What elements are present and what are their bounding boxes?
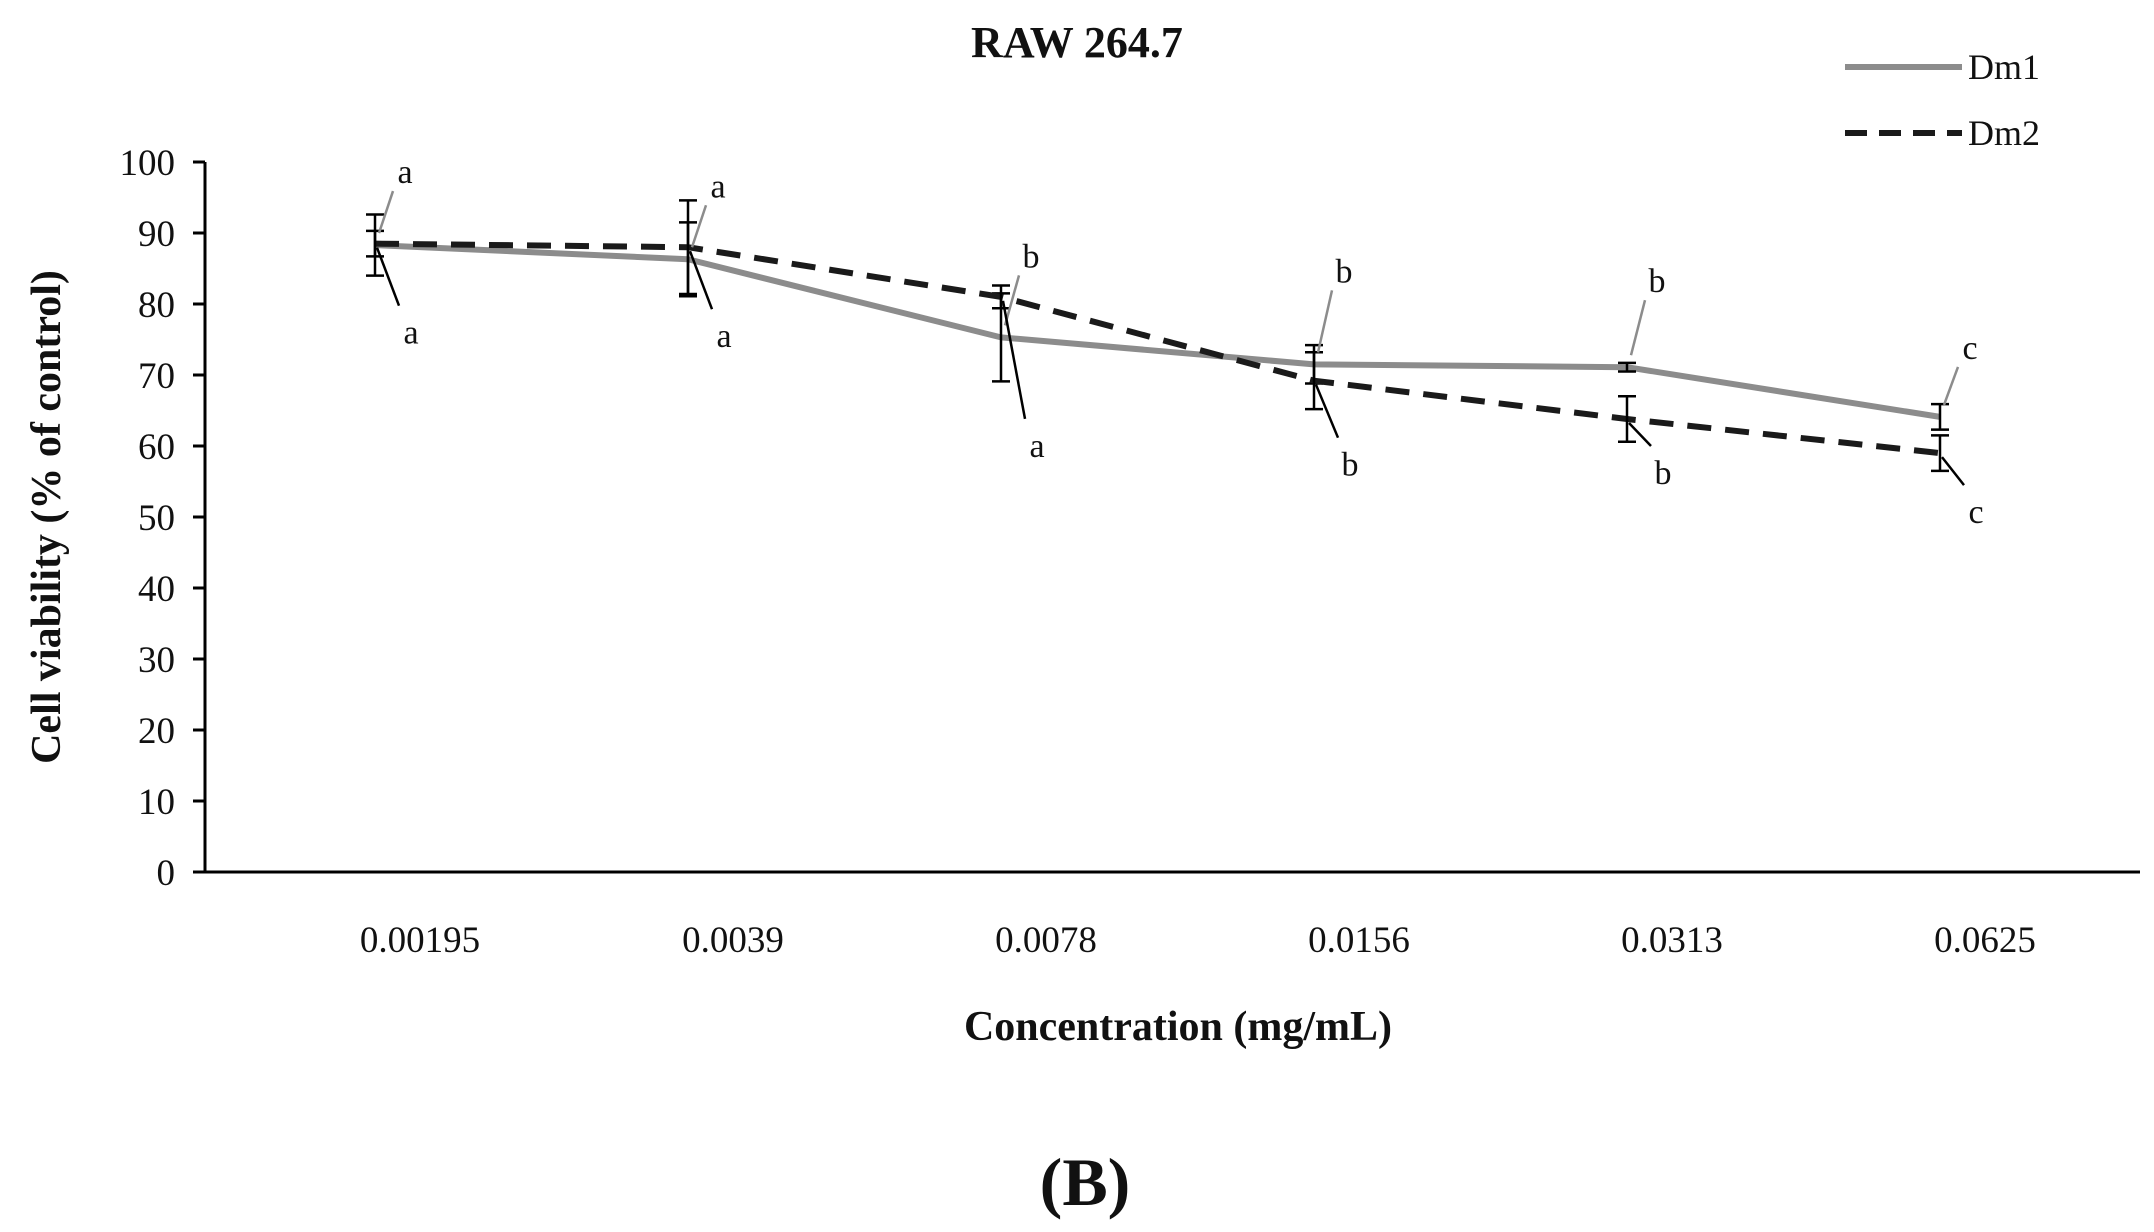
error-bar: [1618, 395, 1636, 443]
y-tick-label: 100: [120, 143, 176, 184]
significance-letter: a: [710, 168, 725, 205]
letter-leader-line: [690, 204, 708, 248]
panel-label: (B): [1040, 1144, 1131, 1220]
error-bar: [1931, 402, 1949, 431]
x-axis-label: Concentration (mg/mL): [964, 1004, 1392, 1050]
letter-leader-line: [377, 190, 395, 234]
y-tick-label: 20: [138, 711, 175, 752]
letter-leader-line: [1316, 290, 1334, 353]
series-line-dm1: [374, 242, 1941, 420]
significance-letters: a a b b b c a a a b b c: [375, 154, 1984, 531]
error-bar: [1305, 351, 1323, 411]
letter-leader-line: [1314, 384, 1340, 439]
significance-letter: c: [1968, 494, 1983, 531]
significance-letter: a: [716, 318, 731, 355]
error-bar: [679, 199, 697, 296]
x-tick-label: 0.0313: [1621, 920, 1723, 961]
y-tick-label: 60: [138, 427, 175, 468]
letter-leader-line: [1941, 456, 1965, 486]
x-tick-label: 0.00195: [360, 920, 480, 961]
x-tick-label: 0.0078: [995, 920, 1097, 961]
x-tick-label: 0.0625: [1934, 920, 2036, 961]
significance-letter: b: [1336, 253, 1353, 290]
y-tick-label: 70: [138, 356, 175, 397]
x-tick-label: 0.0156: [1308, 920, 1410, 961]
legend: Dm1 Dm2: [1845, 47, 2040, 153]
y-tick-label: 30: [138, 640, 175, 681]
y-ticks: 0 10 20 30 40 50 60 70 80 90 100: [120, 143, 205, 894]
y-tick-label: 0: [157, 853, 176, 894]
error-bar: [1931, 434, 1949, 473]
y-tick-label: 50: [138, 498, 175, 539]
y-tick-label: 90: [138, 214, 175, 255]
y-axis-label: Cell viability (% of control): [24, 270, 70, 764]
legend-label-dm2: Dm2: [1968, 113, 2040, 153]
y-tick-label: 40: [138, 569, 175, 610]
letter-leader-line: [1942, 366, 1960, 406]
axes: [203, 162, 2140, 874]
significance-letter: a: [403, 315, 418, 352]
error-bar: [1618, 361, 1636, 373]
x-tick-label: 0.0039: [682, 920, 784, 961]
letter-leader-line: [688, 250, 714, 310]
y-tick-label: 80: [138, 285, 175, 326]
x-ticks: 0.00195 0.0039 0.0078 0.0156 0.0313 0.0625: [360, 920, 2036, 961]
letter-leader-line: [375, 247, 401, 307]
chart-title: RAW 264.7: [971, 18, 1183, 67]
letter-leader-line: [1629, 299, 1647, 356]
letter-leader-line: [1001, 300, 1027, 420]
significance-letter: a: [397, 154, 412, 191]
significance-letter: b: [1655, 455, 1672, 492]
significance-letter: b: [1023, 238, 1040, 275]
letter-leader-line: [1628, 422, 1652, 447]
legend-label-dm1: Dm1: [1968, 47, 2040, 87]
series-layer: [366, 199, 1949, 473]
error-bar: [992, 284, 1010, 310]
significance-letter: b: [1649, 263, 1666, 300]
significance-letter: c: [1962, 330, 1977, 367]
y-tick-label: 10: [138, 782, 175, 823]
significance-letter: b: [1342, 447, 1359, 484]
significance-letter: a: [1029, 428, 1044, 465]
letter-leader-line: [1003, 275, 1021, 326]
